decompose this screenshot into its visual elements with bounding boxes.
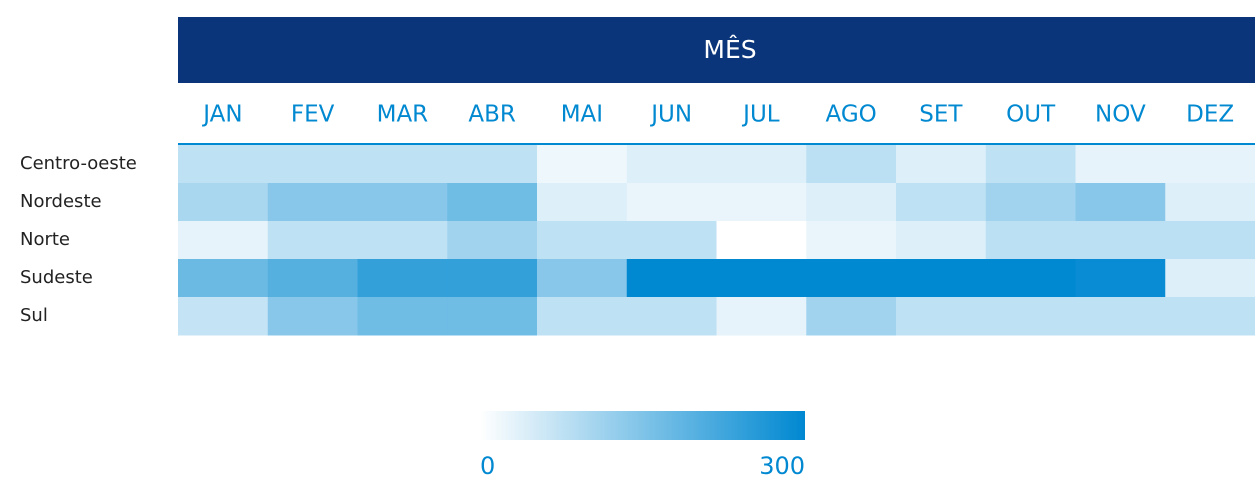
heatmap-cell bbox=[985, 183, 1076, 222]
heatmap-cell bbox=[806, 221, 897, 260]
colorbar-tick-label: 300 bbox=[759, 452, 805, 480]
colorbar bbox=[480, 411, 805, 440]
heatmap-cell bbox=[806, 183, 897, 222]
heatmap-cell bbox=[178, 297, 269, 336]
y-tick-label: Sudeste bbox=[20, 267, 93, 288]
x-axis-title: MÊS bbox=[703, 35, 756, 64]
heatmap-cell bbox=[626, 221, 717, 260]
heatmap-cell bbox=[267, 221, 358, 260]
header-bar bbox=[178, 17, 1255, 83]
heatmap-cell bbox=[626, 297, 717, 336]
heatmap-cell bbox=[1165, 145, 1255, 184]
heatmap-cell bbox=[267, 297, 358, 336]
heatmap-cell bbox=[806, 259, 897, 298]
x-tick-label: SET bbox=[919, 102, 963, 128]
heatmap-cell bbox=[267, 145, 358, 184]
heatmap-cell bbox=[626, 183, 717, 222]
heatmap-cell bbox=[1165, 183, 1255, 222]
heatmap-cell bbox=[626, 259, 717, 298]
y-tick-label: Norte bbox=[20, 229, 70, 250]
y-tick-label: Sul bbox=[20, 305, 48, 326]
heatmap-cell bbox=[716, 259, 807, 298]
heatmap-cell bbox=[267, 183, 358, 222]
heatmap-cell bbox=[1165, 259, 1255, 298]
heatmap-cell bbox=[626, 145, 717, 184]
heatmap-cell bbox=[447, 183, 538, 222]
heatmap-cell bbox=[178, 183, 269, 222]
heatmap-cell bbox=[716, 221, 807, 260]
x-tick-label: ABR bbox=[468, 102, 516, 128]
heatmap-cell bbox=[896, 145, 987, 184]
heatmap-cell bbox=[447, 145, 538, 184]
heatmap-cell bbox=[985, 221, 1076, 260]
heatmap-cell bbox=[357, 297, 448, 336]
y-tick-label: Nordeste bbox=[20, 191, 102, 212]
heatmap-cell bbox=[806, 145, 897, 184]
x-tick-label: JAN bbox=[201, 102, 242, 128]
heatmap-cell bbox=[1165, 297, 1255, 336]
heatmap-cell bbox=[447, 221, 538, 260]
heatmap-cell bbox=[178, 259, 269, 298]
heatmap-cell bbox=[357, 145, 448, 184]
heatmap-cell bbox=[267, 259, 358, 298]
heatmap-cell bbox=[447, 259, 538, 298]
heatmap-cell bbox=[1075, 145, 1166, 184]
heatmap-cell bbox=[985, 259, 1076, 298]
x-tick-label: JUL bbox=[741, 102, 780, 128]
heatmap-cell bbox=[178, 145, 269, 184]
heatmap-cell bbox=[537, 297, 628, 336]
heatmap-cell bbox=[537, 259, 628, 298]
heatmap-cell bbox=[1075, 221, 1166, 260]
heatmap-cell bbox=[357, 221, 448, 260]
x-tick-label: MAI bbox=[561, 102, 603, 128]
x-tick-label: JUN bbox=[649, 102, 692, 128]
heatmap-cell bbox=[1075, 297, 1166, 336]
heatmap-cell bbox=[896, 259, 987, 298]
heatmap-cell bbox=[537, 183, 628, 222]
x-tick-label: DEZ bbox=[1186, 102, 1234, 128]
x-tick-label: MAR bbox=[377, 102, 429, 128]
heatmap-cell bbox=[896, 183, 987, 222]
heatmap-cell bbox=[357, 259, 448, 298]
heatmap-cell bbox=[716, 183, 807, 222]
heatmap-cell bbox=[357, 183, 448, 222]
heatmap-cell bbox=[896, 221, 987, 260]
heatmap-cell bbox=[1075, 259, 1166, 298]
heatmap-cell bbox=[985, 297, 1076, 336]
heatmap-cell bbox=[537, 145, 628, 184]
heatmap-cell bbox=[1075, 183, 1166, 222]
heatmap-cell bbox=[1165, 221, 1255, 260]
x-tick-label: NOV bbox=[1095, 102, 1146, 128]
x-tick-label: AGO bbox=[825, 102, 876, 128]
heatmap-cell bbox=[716, 297, 807, 336]
heatmap-cell bbox=[806, 297, 897, 336]
y-tick-label: Centro-oeste bbox=[20, 153, 137, 174]
heatmap-cell bbox=[985, 145, 1076, 184]
heatmap-cell bbox=[896, 297, 987, 336]
heatmap-cell bbox=[447, 297, 538, 336]
heatmap-cell bbox=[537, 221, 628, 260]
heatmap-cell bbox=[716, 145, 807, 184]
colorbar-tick-label: 0 bbox=[480, 452, 495, 480]
x-tick-label: FEV bbox=[291, 102, 335, 128]
heatmap-cell bbox=[178, 221, 269, 260]
x-tick-label: OUT bbox=[1006, 102, 1056, 128]
